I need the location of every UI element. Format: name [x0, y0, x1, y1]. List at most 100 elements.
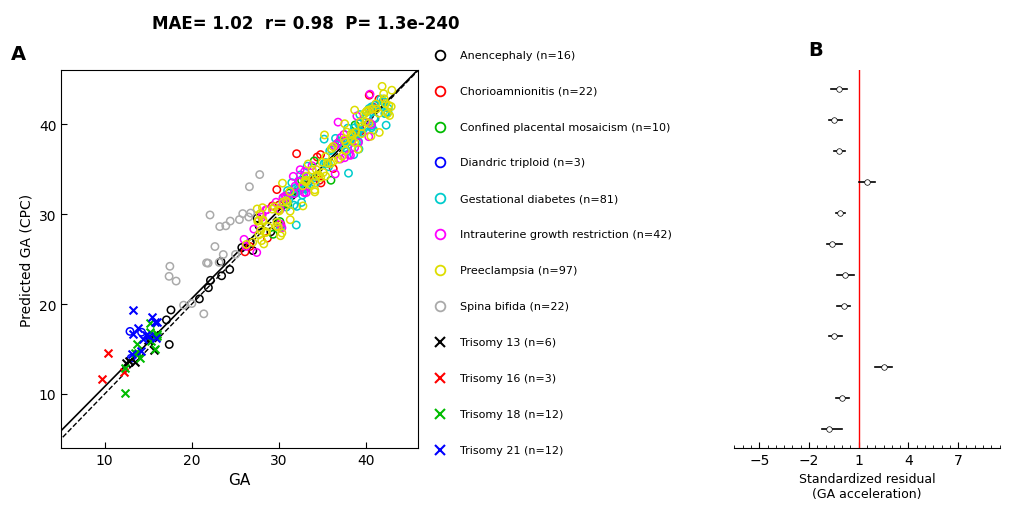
Point: [268, 219, 284, 227]
Point: [327, 135, 343, 143]
Point: [300, 160, 316, 168]
Point: [363, 121, 379, 129]
Point: [183, 300, 200, 308]
Point: [366, 115, 382, 123]
Point: [348, 112, 365, 121]
Point: [279, 201, 296, 209]
Point: [256, 240, 272, 248]
Text: Diandric triploid (n=3): Diandric triploid (n=3): [460, 158, 584, 168]
Point: [358, 109, 374, 117]
Point: [331, 138, 347, 146]
Text: MAE= 1.02  r= 0.98  P= 1.3e-240: MAE= 1.02 r= 0.98 P= 1.3e-240: [152, 15, 460, 33]
Point: [237, 243, 254, 251]
Point: [329, 140, 345, 148]
Point: [297, 186, 313, 194]
Point: [253, 227, 269, 235]
Point: [324, 143, 340, 151]
Point: [347, 129, 364, 137]
Point: [297, 178, 313, 186]
Point: [268, 199, 284, 207]
Point: [350, 146, 366, 154]
Point: [136, 335, 152, 344]
Point: [327, 171, 343, 179]
Point: [337, 147, 354, 155]
Point: [319, 160, 335, 168]
Point: [367, 115, 383, 123]
Point: [335, 131, 352, 139]
Point: [334, 153, 351, 161]
Point: [287, 221, 304, 230]
Point: [290, 178, 307, 186]
Point: [294, 203, 311, 211]
Point: [371, 129, 387, 137]
Point: [123, 350, 140, 358]
Point: [371, 96, 387, 104]
Point: [147, 346, 163, 354]
Point: [291, 166, 308, 175]
Point: [143, 337, 159, 346]
Point: [353, 128, 369, 136]
Point: [259, 206, 275, 214]
Point: [129, 349, 146, 357]
Point: [245, 247, 261, 255]
Point: [132, 348, 149, 356]
Point: [116, 389, 132, 398]
Point: [200, 284, 216, 292]
Point: [341, 138, 358, 146]
Point: [273, 230, 289, 238]
Point: [215, 251, 231, 259]
Point: [265, 231, 281, 239]
Point: [360, 107, 376, 115]
Point: [149, 318, 165, 326]
Point: [221, 266, 237, 274]
Point: [362, 91, 378, 99]
Point: [338, 129, 355, 137]
Point: [321, 148, 337, 156]
Point: [344, 132, 361, 140]
Point: [161, 273, 177, 281]
Point: [354, 129, 370, 137]
Point: [294, 185, 311, 193]
Point: [289, 186, 306, 194]
Point: [243, 210, 259, 218]
Point: [249, 206, 265, 214]
Point: [308, 173, 324, 181]
Point: [163, 306, 179, 315]
Point: [307, 186, 323, 194]
Point: [332, 134, 348, 143]
Point: [285, 190, 302, 199]
Point: [298, 177, 314, 185]
Point: [272, 220, 288, 229]
Point: [271, 218, 287, 226]
Point: [354, 123, 370, 131]
Point: [249, 249, 265, 257]
Point: [146, 346, 162, 354]
Point: [346, 122, 363, 130]
Point: [162, 263, 178, 271]
Point: [242, 239, 258, 247]
Point: [246, 225, 262, 234]
Point: [361, 133, 377, 142]
Point: [346, 107, 363, 115]
Point: [227, 251, 244, 259]
Text: Spina bifida (n=22): Spina bifida (n=22): [460, 301, 569, 312]
Point: [144, 313, 160, 321]
Point: [264, 206, 280, 214]
Point: [337, 139, 354, 147]
Point: [132, 354, 149, 362]
Point: [288, 203, 305, 211]
Point: [213, 258, 229, 266]
Point: [309, 154, 325, 162]
Point: [335, 136, 352, 144]
Point: [317, 173, 333, 181]
Point: [139, 331, 155, 340]
Point: [380, 102, 396, 110]
Point: [377, 110, 393, 118]
Point: [238, 241, 255, 249]
Point: [345, 151, 362, 159]
Text: Trisomy 18 (n=12): Trisomy 18 (n=12): [460, 409, 562, 419]
Point: [357, 122, 373, 130]
Point: [347, 130, 364, 138]
Point: [121, 328, 138, 336]
Point: [126, 349, 143, 357]
